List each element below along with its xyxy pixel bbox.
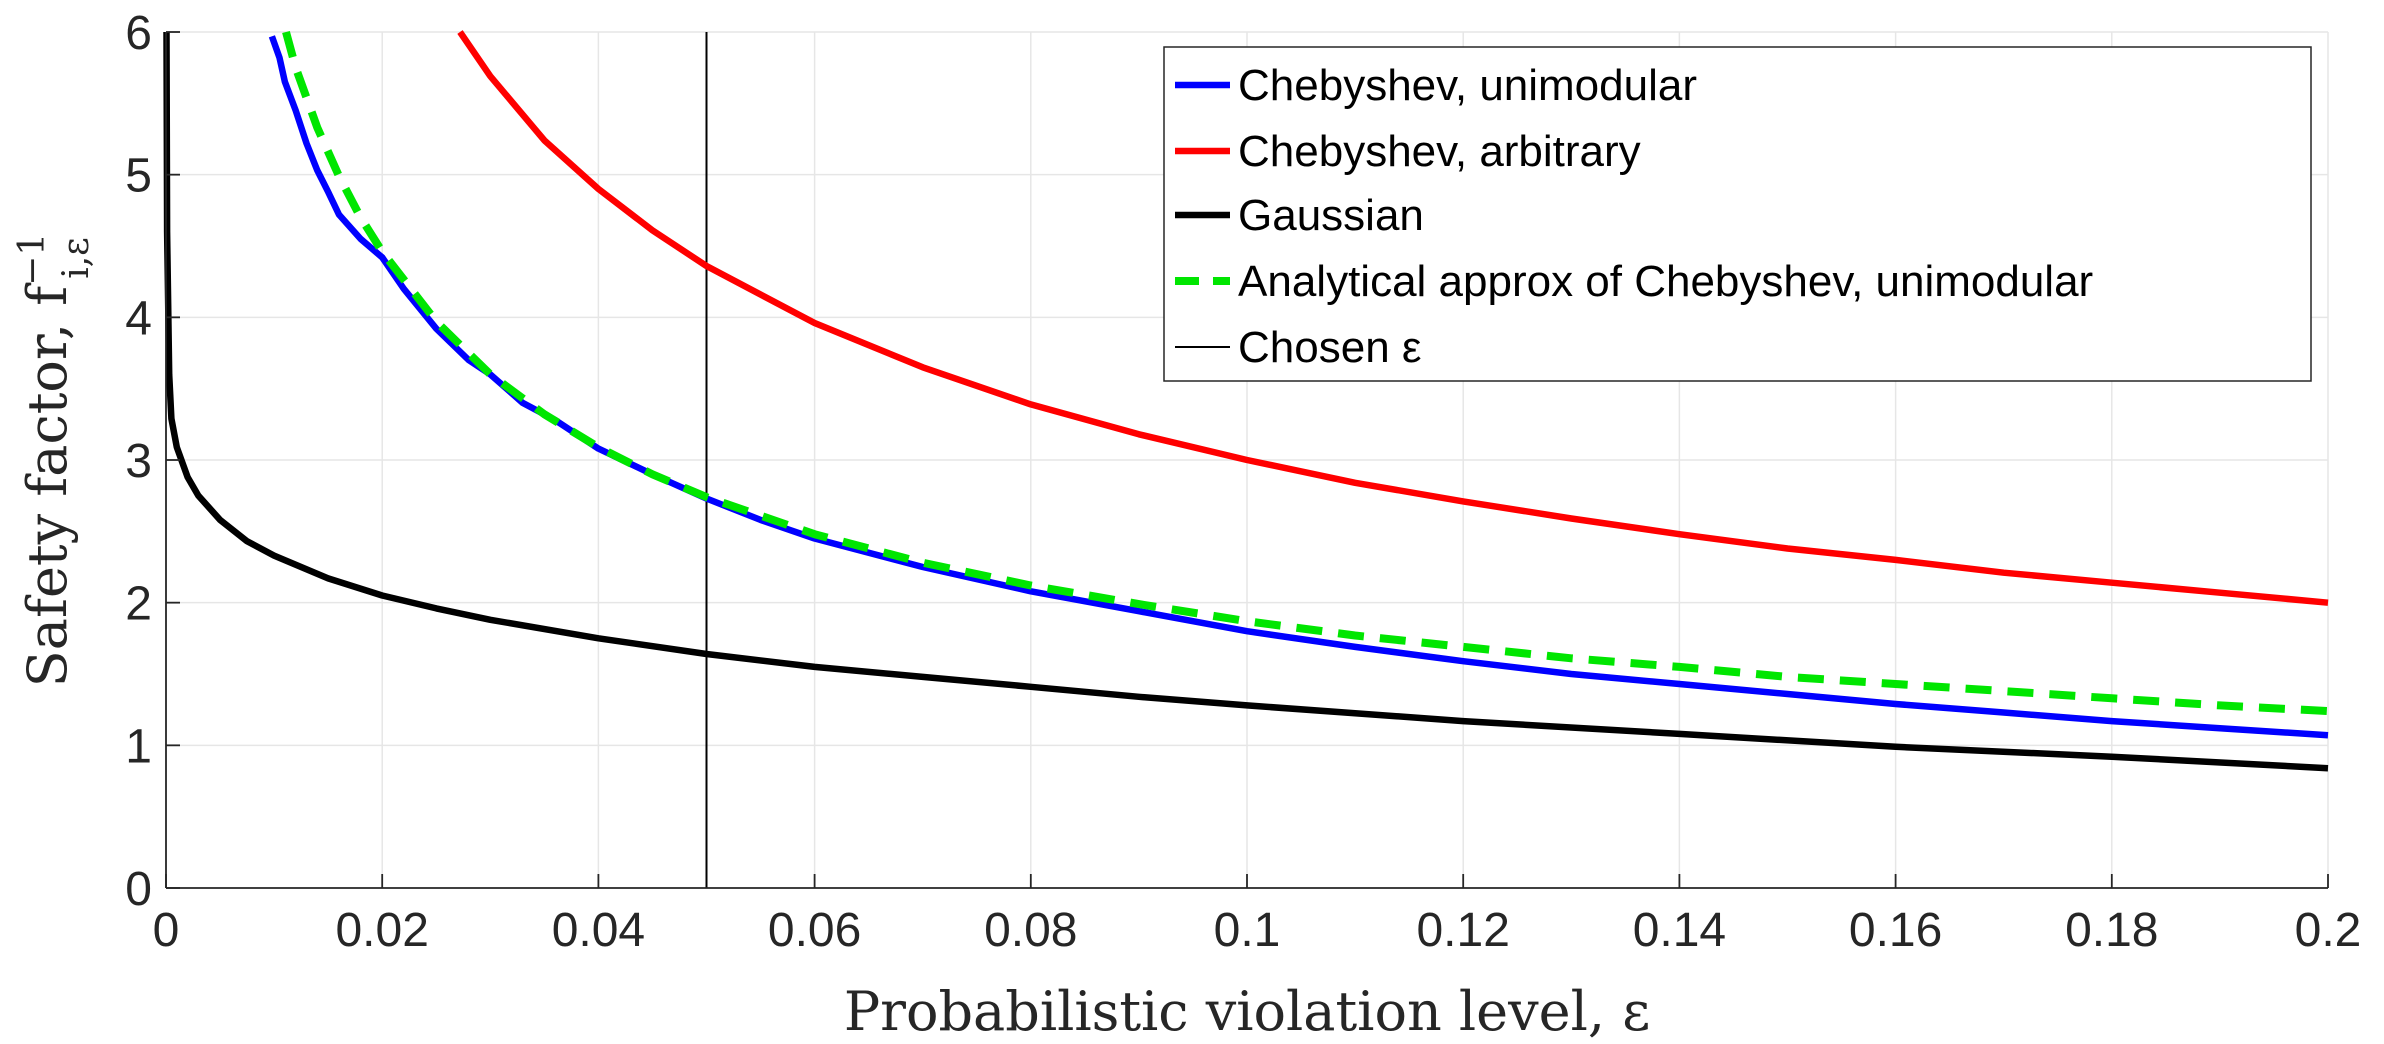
series-line-2 xyxy=(163,31,2329,772)
x-tick-label: 0.2 xyxy=(2295,904,2362,957)
y-axis-title-subscript: i,ε xyxy=(56,237,97,279)
x-tick-label: 0.16 xyxy=(1849,904,1942,957)
legend: Chebyshev, unimodular Chebyshev, arbitrar… xyxy=(1163,46,2312,382)
y-tick-label: 1 xyxy=(125,720,152,773)
x-tick-label: 0 xyxy=(153,904,180,957)
y-tick-label: 2 xyxy=(125,578,152,631)
y-axis-title-superscript: −1 xyxy=(12,233,53,286)
legend-label: Chebyshev, unimodular xyxy=(1238,61,1697,110)
legend-label: Gaussian xyxy=(1238,191,1424,240)
series-layer xyxy=(163,30,2329,888)
x-tick-label: 0.12 xyxy=(1416,904,1509,957)
y-tick-label: 5 xyxy=(125,150,152,203)
x-tick-label: 0.18 xyxy=(2065,904,2158,957)
legend-label: Analytical approx of Chebyshev, unimodul… xyxy=(1238,257,2093,306)
x-tick-label: 0.02 xyxy=(335,904,428,957)
y-tick-label: 6 xyxy=(125,7,152,60)
x-tick-label: 0.06 xyxy=(768,904,861,957)
legend-box xyxy=(1163,46,2312,382)
x-ticks: 0 0.02 0.04 0.06 0.08 0.1 0.12 0.14 0.16 0.18 0.2 xyxy=(153,874,2362,957)
series-line-3 xyxy=(282,30,2329,716)
legend-label: Chebyshev, arbitrary xyxy=(1238,127,1641,176)
y-tick-label: 3 xyxy=(125,435,152,488)
x-tick-label: 0.08 xyxy=(984,904,1077,957)
legend-label: Chosen ε xyxy=(1238,323,1422,372)
x-tick-label: 0.04 xyxy=(552,904,645,957)
y-tick-label: 4 xyxy=(125,292,152,345)
y-axis-title-main: Safety factor, f xyxy=(16,282,79,687)
x-tick-label: 0.1 xyxy=(1214,904,1281,957)
x-tick-label: 0.14 xyxy=(1633,904,1726,957)
y-tick-label: 0 xyxy=(125,863,152,916)
x-axis-title: Probabilistic violation level, ε xyxy=(844,980,1650,1043)
y-ticks: 0 1 2 3 4 5 6 xyxy=(125,7,180,916)
y-axis-title: Safety factor, f−1i,ε xyxy=(12,233,97,687)
series-line-1 xyxy=(457,30,2329,606)
